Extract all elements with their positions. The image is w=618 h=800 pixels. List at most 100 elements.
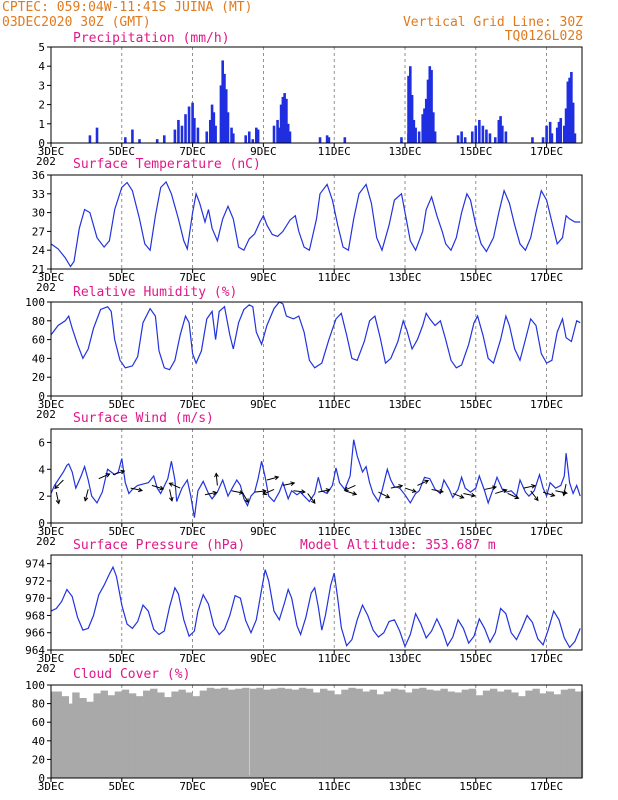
cloud-cover-ytick-label: 80 <box>32 698 45 711</box>
precipitation-bar <box>209 119 212 143</box>
precipitation-bar <box>124 137 127 143</box>
wind-vector-head <box>262 488 267 494</box>
cloud-cover-bar <box>249 688 257 778</box>
precipitation-bar <box>481 125 485 143</box>
cloud-cover-bar <box>582 690 584 778</box>
cloud-cover-bar <box>51 691 62 778</box>
temperature-xtick-label: 17DEC <box>530 271 563 284</box>
cloud-cover-ytick-label: 100 <box>25 679 45 692</box>
wind-vector <box>231 490 244 495</box>
wind-vector-shaft <box>231 490 244 494</box>
wind-vector-shaft <box>266 476 279 481</box>
wind-vector-head <box>470 492 476 498</box>
precipitation-bar <box>501 125 504 143</box>
wind-vector-shaft <box>293 490 305 493</box>
humidity-xtick-label: 9DEC <box>250 398 277 411</box>
wind-vector-head <box>343 486 349 491</box>
wind-vector-head <box>531 484 537 489</box>
cloud-cover-bar <box>334 694 342 778</box>
precipitation-bar <box>232 133 235 143</box>
humidity-xtick-label: 3DEC <box>38 398 65 411</box>
cloud-cover-bar <box>412 688 420 778</box>
cloud-cover-bar <box>567 688 576 778</box>
pressure-xtick-label: 17DEC <box>530 652 563 665</box>
cloud-cover-bar <box>291 689 300 778</box>
precipitation-ytick-label: 1 <box>38 118 45 131</box>
wind-vector-head <box>120 469 126 475</box>
wind-vector-head <box>533 496 539 502</box>
wind-vector-head <box>138 487 144 493</box>
model-altitude: Model Altitude: 353.687 m <box>300 538 496 553</box>
wind-vector <box>266 475 280 481</box>
wind-vector-head <box>214 472 219 478</box>
grid-note: Vertical Grid Line: 30Z <box>403 15 583 30</box>
wind-vector-shaft <box>263 488 275 495</box>
precipitation-xtick-label: 15DEC <box>459 145 492 158</box>
cloud-cover-bar <box>426 689 434 778</box>
cloud-cover-bar <box>525 690 533 778</box>
cloud-cover-bar <box>312 692 321 778</box>
temperature-xtick-label: 9DEC <box>250 271 277 284</box>
cloud-cover-xtick-label: 7DEC <box>179 780 206 793</box>
precipitation-bar <box>499 116 502 143</box>
pressure-year-fragment: 202 <box>36 662 56 675</box>
wind-vector <box>530 490 539 502</box>
cloud-cover-bar <box>263 689 271 778</box>
wind-vector <box>282 481 296 486</box>
wind-vector <box>463 492 476 498</box>
precipitation-xtick-label: 9DEC <box>250 145 277 158</box>
precipitation-bar <box>400 137 403 143</box>
cloud-cover-bar <box>461 689 470 778</box>
temperature-line <box>50 180 581 268</box>
wind-vector-shaft <box>378 491 390 498</box>
wind-vector-head <box>492 485 498 490</box>
precipitation-bar <box>95 127 99 143</box>
precipitation-bar <box>272 125 276 143</box>
precipitation-bar <box>180 125 184 143</box>
precipitation-bar <box>430 70 433 143</box>
precipitation-bar <box>563 125 566 143</box>
pressure-xtick-label: 3DEC <box>38 652 65 665</box>
wind-vector-head <box>290 481 296 486</box>
wind-vector-shaft <box>344 490 357 495</box>
cloud-cover-bar <box>405 692 413 778</box>
precipitation-bar <box>193 118 196 143</box>
precipitation-ytick-label: 3 <box>38 79 45 92</box>
wind-vector-shaft <box>484 486 497 490</box>
pressure-xtick-label: 11DEC <box>318 652 351 665</box>
pressure-ytick-label: 966 <box>25 627 45 640</box>
cloud-cover-bar <box>192 696 200 778</box>
cloud-cover-ytick-label: 0 <box>38 772 45 785</box>
cloud-cover-ytick-label: 40 <box>32 735 45 748</box>
wind-vector-head <box>438 488 444 494</box>
precipitation-bar <box>318 137 322 143</box>
wind-vector <box>254 488 267 494</box>
cloud-cover-bar <box>284 688 293 778</box>
wind-vector <box>293 489 306 494</box>
cloud-cover-bar <box>61 696 69 778</box>
precipitation-bar <box>409 66 412 143</box>
pressure-ytick-label: 974 <box>25 558 45 571</box>
precipitation-bar <box>474 125 478 143</box>
wind-vector-shaft <box>151 484 164 490</box>
precipitation-xtick-label: 7DEC <box>179 145 206 158</box>
pressure-frame <box>50 554 583 651</box>
wind-vector-head <box>212 490 218 496</box>
pressure-ytick-label: 970 <box>25 592 45 605</box>
cloud-cover-bar <box>341 689 349 778</box>
precipitation-xtick-label: 13DEC <box>388 145 421 158</box>
pressure-xtick-label: 15DEC <box>459 652 492 665</box>
precipitation-xtick-label: 5DEC <box>109 145 136 158</box>
cloud-cover-bar <box>433 690 441 778</box>
wind-vector-shaft <box>54 479 64 489</box>
wind-xtick-label: 7DEC <box>179 525 206 538</box>
precipitation-bar <box>327 137 331 143</box>
precipitation-bar <box>559 118 563 143</box>
precipitation-xtick-label: 17DEC <box>530 145 563 158</box>
precipitation-bar <box>488 133 492 143</box>
cloud-cover-xtick-label: 13DEC <box>388 780 421 793</box>
precipitation-bar <box>283 93 286 143</box>
cloud-cover-bar <box>114 691 123 778</box>
precipitation-bar <box>221 60 224 143</box>
wind-vector-head <box>385 493 391 499</box>
